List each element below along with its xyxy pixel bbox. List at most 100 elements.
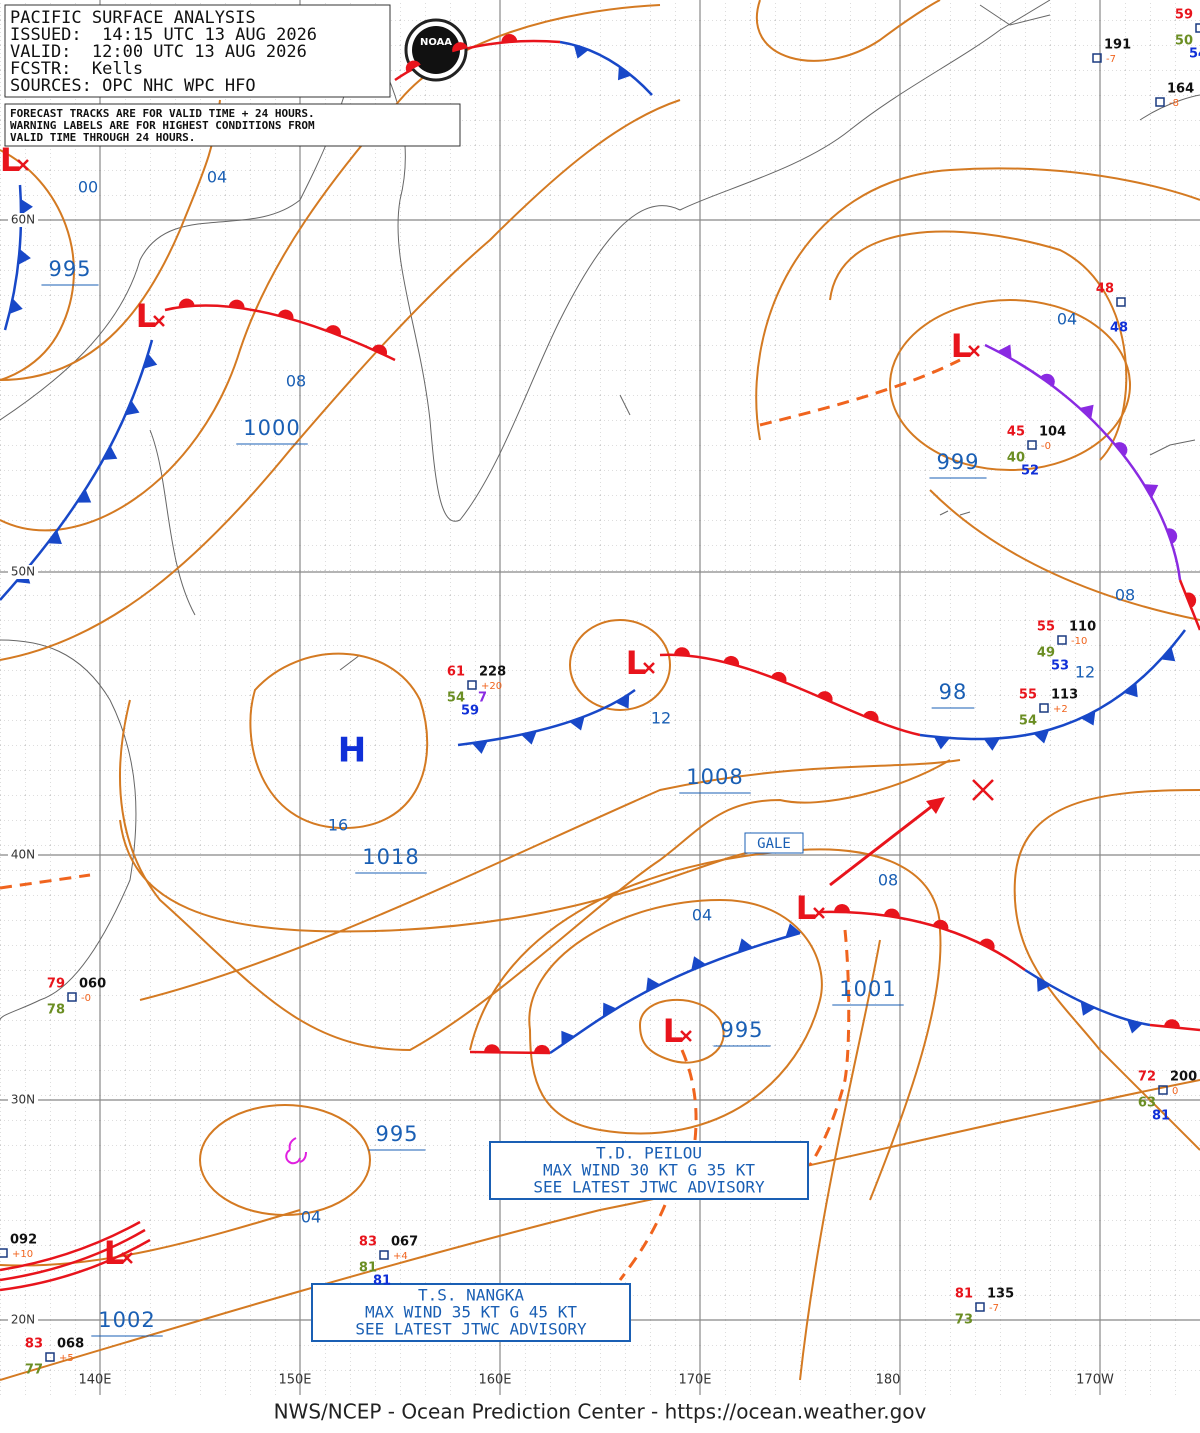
front-symbol [817, 691, 833, 703]
station-upper-left: 61 [447, 665, 465, 680]
central-pressure: 1002 [98, 1308, 155, 1332]
low-center: L [136, 297, 156, 335]
forecast-tracks [0, 358, 961, 1281]
low-cross [153, 315, 165, 327]
station-id: 191 [1104, 38, 1131, 53]
front-symbol [277, 309, 294, 320]
front-symbol [47, 530, 62, 545]
station-bottom: 81 [373, 1274, 391, 1289]
station-id: 135 [987, 1287, 1014, 1302]
front-symbol [483, 1044, 500, 1053]
header-line: FCSTR: Kells [10, 59, 143, 79]
front-symbol [785, 923, 801, 938]
station-upper-left: 83 [359, 1235, 377, 1250]
station-tendency: +20 [481, 681, 502, 692]
station-tendency: +4 [393, 1251, 408, 1262]
station-tendency: -0 [81, 993, 91, 1004]
front-symbol [102, 445, 118, 461]
front-symbol [1081, 711, 1096, 726]
low-cross [17, 159, 29, 171]
station-upper-left: 81 [955, 1287, 973, 1302]
front-symbol [452, 42, 468, 53]
notice-line: VALID TIME THROUGH 24 HOURS. [10, 131, 195, 144]
advisory-line: MAX WIND 35 KT G 45 KT [365, 1303, 577, 1322]
low-cross [643, 662, 655, 674]
footer: NWS/NCEP - Ocean Prediction Center - htt… [274, 1400, 927, 1424]
front-symbol [615, 694, 630, 709]
longitude-label: 180 [876, 1373, 901, 1388]
central-pressure: 1000 [243, 416, 300, 440]
grid-label-bg [8, 213, 38, 227]
station-id: 104 [1039, 425, 1066, 440]
isobars [0, 0, 1200, 1381]
station-bottom: 53 [1051, 659, 1069, 674]
latitude-label: 20N [11, 1313, 35, 1327]
station-lower-left: 81 [359, 1261, 377, 1276]
grid-label-bg [8, 565, 38, 579]
station-tendency: -0 [1041, 441, 1051, 452]
station-lower-left: 63 [1138, 1096, 1156, 1111]
station-upper-left: 55 [1019, 688, 1037, 703]
station-upper-left: 48 [1096, 282, 1114, 297]
isobar-label: 04 [692, 906, 712, 925]
station-bottom: 81 [1152, 1109, 1170, 1124]
front-symbol [143, 353, 158, 369]
front-symbol [573, 44, 589, 59]
low-center: L [104, 1234, 124, 1272]
low-center: L [663, 1012, 683, 1050]
isobar-label: 04 [207, 168, 227, 187]
station-id: 060 [79, 977, 106, 992]
front-symbol [471, 740, 488, 754]
isobar-label: 16 [328, 816, 348, 835]
front-symbol [674, 647, 690, 656]
station-id: 113 [1051, 688, 1078, 703]
station-marker [1039, 703, 1049, 713]
station-id: 228 [479, 665, 506, 680]
front-symbol [20, 198, 33, 215]
station-upper-left: 59 [1175, 8, 1193, 23]
station-marker [1057, 635, 1067, 645]
station-bottom: 59 [461, 704, 479, 719]
front-symbol [1127, 1019, 1143, 1034]
station-tendency: -7 [1106, 54, 1116, 65]
station-upper-left: 83 [25, 1337, 43, 1352]
isobar-label: 08 [1115, 586, 1135, 605]
central-pressure: 995 [720, 1018, 763, 1042]
low-cross [121, 1252, 133, 1264]
front-symbol [1166, 528, 1178, 544]
front-symbol [228, 299, 245, 309]
isobar-label: 04 [1057, 310, 1077, 329]
advisory-line: T.S. NANGKA [418, 1286, 524, 1305]
station-tendency: -10 [1071, 636, 1087, 647]
station-lower-left: 73 [955, 1313, 973, 1328]
front-symbol [1079, 404, 1094, 419]
central-pressure: 995 [375, 1122, 418, 1146]
front-symbol [691, 956, 707, 971]
front-symbol [883, 908, 900, 918]
station-lower-left: 54 [447, 691, 465, 706]
station-upper-left: 55 [1037, 620, 1055, 635]
central-pressure: 995 [48, 257, 91, 281]
front-symbol [178, 298, 195, 308]
front-symbol [1185, 592, 1197, 608]
station-tendency: -8 [1169, 98, 1179, 109]
station-lower-left: 78 [47, 1003, 65, 1018]
front-symbol [1163, 1019, 1180, 1028]
station-lower-mid: 7 [478, 691, 487, 706]
longitude-label: 170W [1076, 1373, 1114, 1388]
low-center: L [626, 644, 646, 682]
header-line: ISSUED: 14:15 UTC 13 AUG 2026 [10, 25, 317, 45]
isobar-label: 08 [878, 871, 898, 890]
station-marker [45, 1352, 55, 1362]
low-center: L [796, 889, 816, 927]
grid-label-bg [8, 848, 38, 862]
front-symbol [76, 489, 92, 503]
front-symbol [834, 904, 850, 913]
front-symbol [18, 248, 31, 265]
advisory-line: SEE LATEST JTWC ADVISORY [533, 1178, 765, 1197]
station-marker [1092, 53, 1102, 63]
isobar-label: 12 [1075, 663, 1095, 682]
station-tendency: 0 [1172, 1086, 1178, 1097]
header-line: SOURCES: OPC NHC WPC HFO [10, 76, 256, 96]
advisory-line: MAX WIND 30 KT G 35 KT [543, 1161, 755, 1180]
